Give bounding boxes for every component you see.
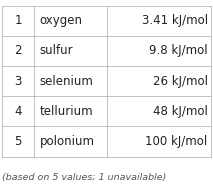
Text: 3.41 kJ/mol: 3.41 kJ/mol (142, 14, 208, 27)
Text: 100 kJ/mol: 100 kJ/mol (145, 135, 208, 148)
Text: (based on 5 values; 1 unavailable): (based on 5 values; 1 unavailable) (2, 173, 167, 182)
Text: selenium: selenium (39, 75, 93, 88)
Text: 5: 5 (14, 135, 22, 148)
Text: 2: 2 (14, 45, 22, 57)
Text: polonium: polonium (39, 135, 94, 148)
Text: 48 kJ/mol: 48 kJ/mol (153, 105, 208, 118)
Text: 26 kJ/mol: 26 kJ/mol (153, 75, 208, 88)
Text: 4: 4 (14, 105, 22, 118)
Text: 3: 3 (14, 75, 22, 88)
Text: oxygen: oxygen (39, 14, 82, 27)
Text: sulfur: sulfur (39, 45, 73, 57)
Text: 1: 1 (14, 14, 22, 27)
Text: tellurium: tellurium (39, 105, 93, 118)
Text: 9.8 kJ/mol: 9.8 kJ/mol (149, 45, 208, 57)
